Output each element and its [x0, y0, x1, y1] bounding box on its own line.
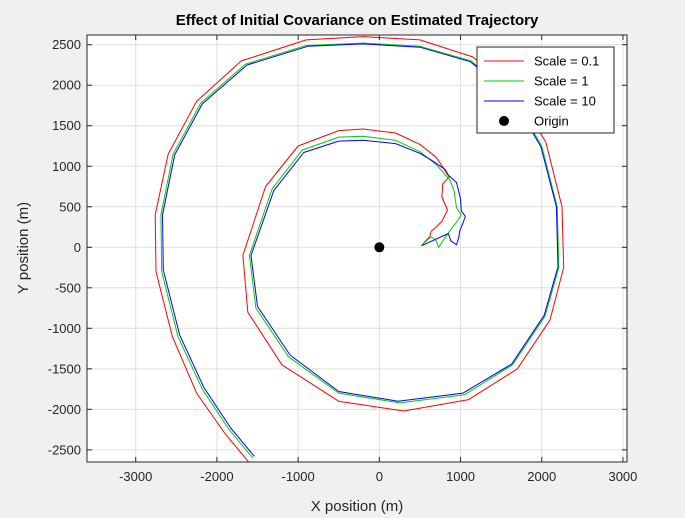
- y-tick-label: -1000: [48, 321, 81, 336]
- ticks: -3000 -2000 -1000 0 1000 2000 3000 -2500 -2000 -1…: [48, 35, 637, 484]
- y-tick-label: -2000: [48, 402, 81, 417]
- x-tick-label: -3000: [119, 469, 152, 484]
- x-axis-label: X position (m): [311, 498, 404, 515]
- series-line-2[interactable]: [162, 43, 559, 457]
- legend-label: Scale = 10: [534, 94, 596, 109]
- series-layer: [154, 36, 565, 462]
- y-tick-label: 2000: [52, 78, 81, 93]
- legend[interactable]: Scale = 0.1 Scale = 1 Scale = 10 Origin: [476, 46, 615, 134]
- series-line-1[interactable]: [160, 42, 560, 459]
- origin-marker[interactable]: [374, 242, 385, 253]
- x-tick-label: -1000: [282, 469, 315, 484]
- legend-label: Origin: [534, 114, 569, 129]
- y-tick-label: 0: [74, 240, 81, 255]
- chart-title: Effect of Initial Covariance on Estimate…: [176, 12, 539, 29]
- y-tick-label: -500: [55, 280, 81, 295]
- y-tick-label: 2500: [52, 37, 81, 52]
- legend-label: Scale = 0.1: [534, 54, 599, 69]
- x-tick-label: 3000: [608, 469, 637, 484]
- y-tick-label: 1500: [52, 118, 81, 133]
- y-tick-label: 500: [59, 199, 81, 214]
- y-tick-label: 1000: [52, 159, 81, 174]
- legend-label: Scale = 1: [534, 74, 589, 89]
- y-tick-label: -2500: [48, 442, 81, 457]
- series-line-0[interactable]: [154, 36, 565, 462]
- x-tick-label: -2000: [200, 469, 233, 484]
- y-axis-label: Y position (m): [15, 202, 32, 294]
- legend-marker-swatch: [499, 116, 509, 126]
- x-tick-label: 2000: [527, 469, 556, 484]
- plot-frame: [86, 34, 628, 463]
- x-tick-label: 1000: [446, 469, 475, 484]
- y-tick-label: -1500: [48, 361, 81, 376]
- x-tick-label: 0: [376, 469, 383, 484]
